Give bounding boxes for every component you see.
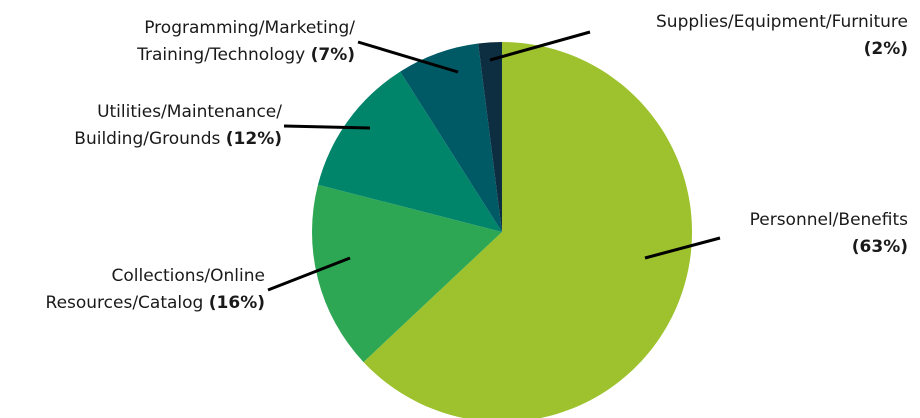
pie-slice xyxy=(317,71,502,232)
label-line: Programming/Marketing/ xyxy=(144,18,355,38)
slice-label: Collections/Online Resources/Catalog (16%… xyxy=(46,266,265,313)
leader-line xyxy=(644,236,721,260)
label-line: Training/Technology xyxy=(136,45,305,65)
value-label: (63%) xyxy=(852,237,908,257)
leader-line xyxy=(357,40,459,74)
value-label: (16%) xyxy=(209,293,265,313)
value-label: (2%) xyxy=(864,39,908,59)
pie-slice xyxy=(400,43,502,233)
label-line: Collections/Online xyxy=(111,266,265,286)
slice-label: Personnel/Benefits (63%) xyxy=(750,210,909,257)
value-label: (12%) xyxy=(226,129,282,149)
label-line: Supplies/Equipment/Furniture xyxy=(656,12,908,32)
pie-slice xyxy=(312,184,502,363)
leader-line xyxy=(489,30,591,62)
label-line: Personnel/Benefits xyxy=(750,210,909,230)
slice-label: Programming/Marketing/Training/Technolog… xyxy=(136,18,355,65)
slice-label: Utilities/Maintenance/Building/Grounds (… xyxy=(74,102,282,149)
leader-line xyxy=(283,124,371,130)
leader-line xyxy=(267,256,351,292)
pie-slice xyxy=(478,42,502,232)
slice-label: Supplies/Equipment/Furniture (2%) xyxy=(656,12,908,59)
pie-slice xyxy=(363,42,692,418)
label-line: Utilities/Maintenance/ xyxy=(97,102,282,122)
label-line: Resources/Catalog xyxy=(46,293,204,313)
value-label: (7%) xyxy=(311,45,355,65)
label-line: Building/Grounds xyxy=(74,129,220,149)
